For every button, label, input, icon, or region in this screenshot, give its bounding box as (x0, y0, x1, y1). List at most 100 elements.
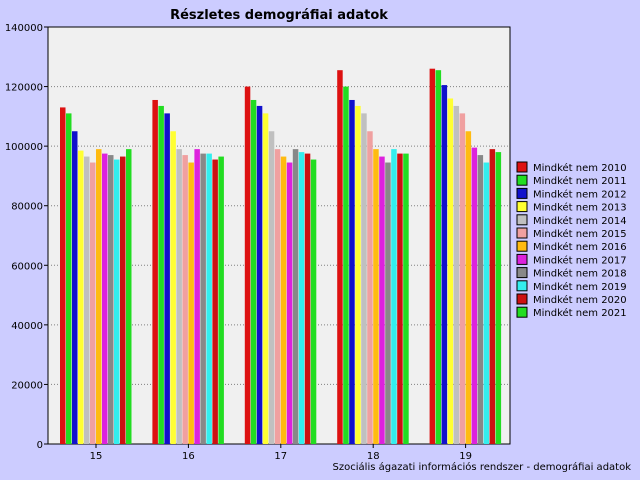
bar (429, 68, 436, 444)
bar (164, 113, 170, 444)
bar (60, 107, 66, 445)
bar (108, 155, 114, 445)
legend-label: Mindkét nem 2019 (533, 281, 627, 293)
legend-swatch (516, 280, 528, 292)
bar (114, 159, 120, 444)
bar (310, 159, 317, 444)
bar (391, 149, 397, 444)
legend-swatch (516, 227, 528, 239)
bar (286, 162, 293, 444)
x-tick-label: 17 (274, 451, 287, 462)
bar (96, 149, 102, 444)
legend-label: Mindkét nem 2018 (533, 268, 627, 280)
x-axis: 15 16 17 18 19 (90, 444, 472, 462)
bar (304, 153, 311, 444)
bar (90, 162, 96, 444)
bar (292, 149, 299, 444)
bar (102, 153, 108, 444)
bar (379, 156, 385, 444)
bar (337, 70, 343, 445)
legend-swatch (516, 253, 528, 265)
bars (60, 68, 502, 445)
legend-swatch (516, 161, 528, 173)
bar (343, 86, 349, 445)
y-tick-label: 140000 (5, 23, 43, 34)
bar (126, 149, 132, 444)
bar (495, 152, 502, 444)
bar (72, 131, 78, 444)
legend-label: Mindkét nem 2021 (533, 307, 627, 319)
legend-swatch (516, 201, 528, 213)
legend-swatch (516, 174, 528, 186)
legend-label: Mindkét nem 2016 (533, 241, 627, 253)
y-tick-label: 0 (37, 440, 43, 451)
bar (489, 149, 496, 444)
x-tick-label: 16 (182, 451, 195, 462)
y-tick-label: 60000 (11, 261, 43, 272)
bar (355, 105, 361, 445)
bar (441, 85, 448, 444)
bar (120, 156, 126, 444)
bar (367, 131, 373, 444)
bar (206, 153, 212, 444)
y-tick-label: 120000 (5, 83, 43, 94)
bar (218, 156, 224, 444)
bar (435, 70, 442, 445)
bar (298, 152, 305, 444)
legend-label: Mindkét nem 2011 (533, 175, 627, 187)
bar (361, 113, 367, 444)
legend-label: Mindkét nem 2012 (533, 188, 627, 200)
bar (397, 153, 403, 444)
bar (256, 105, 263, 445)
bar (66, 113, 72, 444)
x-tick-label: 15 (90, 451, 103, 462)
legend-label: Mindkét nem 2013 (533, 202, 627, 214)
legend-label: Mindkét nem 2020 (533, 294, 627, 306)
bar (403, 153, 409, 444)
legend-label: Mindkét nem 2014 (533, 215, 627, 227)
bar (182, 155, 188, 445)
bar (250, 99, 257, 444)
legend-swatch (516, 293, 528, 305)
bar (349, 99, 355, 444)
bar (453, 105, 460, 445)
bar (483, 162, 490, 444)
bar (200, 153, 206, 444)
legend-label: Mindkét nem 2010 (533, 162, 627, 174)
bar (385, 162, 391, 444)
y-tick-label: 40000 (11, 321, 43, 332)
bar (158, 105, 164, 445)
bar (477, 155, 484, 445)
legend-label: Mindkét nem 2015 (533, 228, 627, 240)
x-tick-label: 19 (459, 451, 472, 462)
bar (78, 150, 84, 444)
bar (274, 149, 281, 444)
x-tick-label: 18 (367, 451, 380, 462)
bar (176, 149, 182, 444)
legend-swatch (516, 240, 528, 252)
bar (373, 149, 379, 444)
legend-label: Mindkét nem 2017 (533, 254, 627, 266)
legend-swatch (516, 214, 528, 226)
bar (244, 86, 251, 445)
bar (447, 98, 454, 444)
bar (188, 162, 194, 444)
bar (465, 131, 472, 444)
legend-swatch (516, 267, 528, 279)
bar (471, 147, 478, 444)
bar (280, 156, 287, 444)
bar (194, 149, 200, 444)
legend-swatch (516, 306, 528, 318)
bar (262, 113, 269, 444)
y-tick-label: 100000 (5, 142, 43, 153)
y-tick-label: 20000 (11, 380, 43, 391)
bar (152, 99, 158, 444)
bar (459, 113, 466, 444)
legend-swatch (516, 187, 528, 199)
y-tick-label: 80000 (11, 202, 43, 213)
bar (268, 131, 275, 444)
bar (170, 131, 176, 444)
source-note: Szociális ágazati információs rendszer -… (333, 461, 632, 473)
